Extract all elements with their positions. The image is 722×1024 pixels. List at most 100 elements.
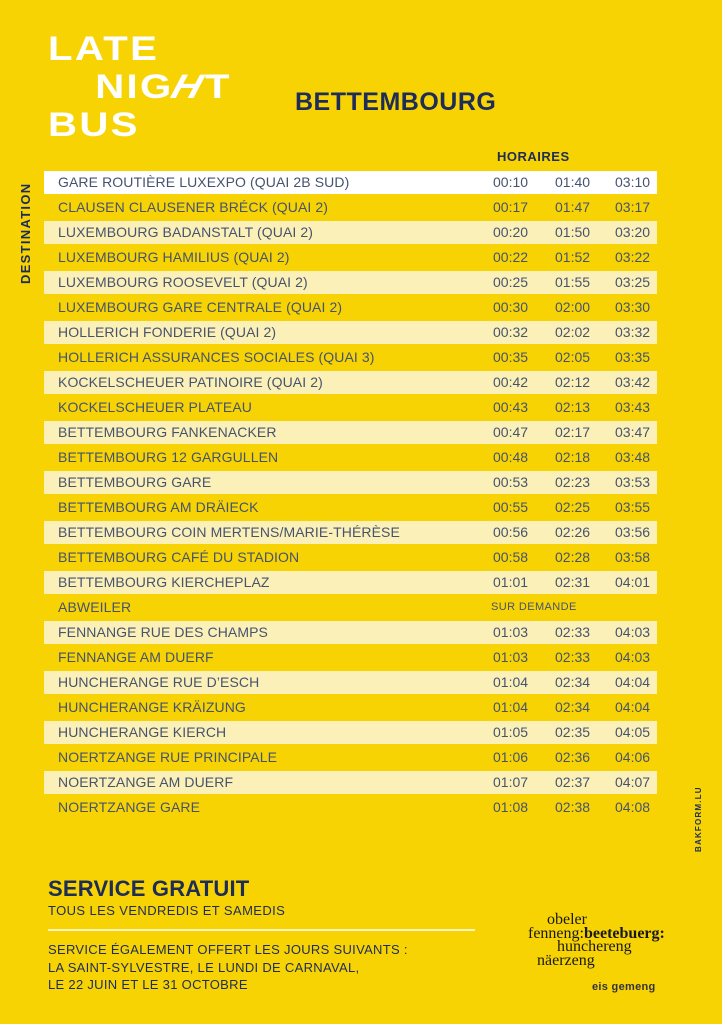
departure-time: 03:53: [615, 474, 651, 490]
commune-beetebuerg: beetebuerg:: [583, 924, 665, 942]
departure-time: 01:03: [493, 649, 529, 665]
destination-name: HOLLERICH ASSURANCES SOCIALES (QUAI 3): [58, 349, 375, 365]
table-row: HUNCHERANGE KIERCH 01:05 02:35 04:05: [44, 721, 657, 746]
departure-time: 00:22: [493, 249, 529, 265]
extra-line-2: LA SAINT-SYLVESTRE, LE LUNDI DE CARNAVAL…: [48, 959, 360, 975]
service-gratuit-title: SERVICE GRATUIT: [48, 876, 250, 901]
departure-time: 00:42: [493, 374, 529, 390]
table-row: NOERTZANGE AM DUERF 01:07 02:37 04:07: [44, 771, 657, 796]
departure-time: 00:32: [493, 324, 529, 340]
departure-time: 02:33: [555, 649, 591, 665]
departure-time: 04:03: [615, 649, 651, 665]
destination-name: KOCKELSCHEUER PATINOIRE (QUAI 2): [58, 374, 323, 390]
departure-time: 02:18: [555, 449, 591, 465]
table-row: BETTEMBOURG COIN MERTENS/MARIE-THÉRÈSE 00…: [44, 521, 657, 546]
departure-time: 01:04: [493, 699, 529, 715]
destination-name: HOLLERICH FONDERIE (QUAI 2): [58, 324, 277, 340]
departure-time: 03:55: [615, 499, 651, 515]
departure-time: 03:47: [615, 424, 651, 440]
logo-night-pre: NIG: [95, 68, 174, 106]
commune-line-fenneng-beetebuerg: fenneng:beetebuerg:: [528, 924, 698, 942]
late-night-bus-logo: LATE NIGHT BUS: [48, 30, 232, 144]
departure-time: 02:31: [555, 574, 591, 590]
extra-line-3: LE 22 JUIN ET LE 31 OCTOBRE: [48, 977, 248, 992]
departure-time: 03:17: [615, 199, 651, 215]
destination-name: LUXEMBOURG BADANSTALT (QUAI 2): [58, 224, 314, 240]
departure-time: 00:20: [493, 224, 529, 240]
destination-name: NOERTZANGE AM DUERF: [58, 774, 234, 790]
departure-time: 00:53: [493, 474, 529, 490]
table-row: HOLLERICH ASSURANCES SOCIALES (QUAI 3) 00…: [44, 346, 657, 371]
credit-vertical: BAKFORM.LU: [694, 786, 703, 852]
departure-time: 02:12: [555, 374, 591, 390]
departure-time: 01:05: [493, 724, 529, 740]
on-demand-note: SUR DEMANDE: [491, 601, 577, 613]
extra-service-note: SERVICE ÉGALEMENT OFFERT LES JOURS SUIVA…: [48, 941, 408, 994]
table-row: KOCKELSCHEUER PLATEAU 00:43 02:13 03:43: [44, 396, 657, 421]
departure-time: 02:34: [555, 699, 591, 715]
destination-name: ABWEILER: [58, 599, 132, 615]
table-row: CLAUSEN CLAUSENER BRÉCK (QUAI 2) 00:17 01:…: [44, 196, 657, 221]
destination-name: HUNCHERANGE KIERCH: [58, 724, 227, 740]
footer-divider: [48, 929, 475, 931]
departure-time: 01:07: [493, 774, 529, 790]
city-title: BETTEMBOURG: [295, 88, 497, 116]
logo-line-late: LATE: [48, 30, 160, 68]
departure-time: 02:35: [555, 724, 591, 740]
departure-time: 00:17: [493, 199, 529, 215]
table-row: BETTEMBOURG CAFÉ DU STADION 00:58 02:28 03:…: [44, 546, 657, 571]
departure-time: 02:34: [555, 674, 591, 690]
departure-time: 03:30: [615, 299, 651, 315]
table-row: BETTEMBOURG AM DRÄIECK 00:55 02:25 03:55: [44, 496, 657, 521]
departure-time: 02:28: [555, 549, 591, 565]
departure-time: 03:56: [615, 524, 651, 540]
departure-time: 01:52: [555, 249, 591, 265]
departure-time: 01:40: [555, 174, 591, 190]
destination-name: BETTEMBOURG FANKENACKER: [58, 424, 277, 440]
table-row: BETTEMBOURG KIERCHEPLAZ 01:01 02:31 04:01: [44, 571, 657, 596]
departure-time: 04:07: [615, 774, 651, 790]
destination-heading: DESTINATION: [18, 182, 33, 284]
departure-time: 00:43: [493, 399, 529, 415]
departure-time: 00:25: [493, 274, 529, 290]
table-row: LUXEMBOURG ROOSEVELT (QUAI 2) 00:25 01:55 0…: [44, 271, 657, 296]
service-days-subtitle: TOUS LES VENDREDIS ET SAMEDIS: [48, 903, 286, 918]
departure-time: 02:33: [555, 624, 591, 640]
table-row: LUXEMBOURG HAMILIUS (QUAI 2) 00:22 01:52 03…: [44, 246, 657, 271]
departure-time: 01:06: [493, 749, 529, 765]
departure-time: 04:01: [615, 574, 651, 590]
timetable: GARE ROUTIÈRE LUXEXPO (QUAI 2B SUD) 00:10…: [44, 171, 657, 821]
logo-line-bus: BUS: [48, 106, 140, 144]
horaires-heading: HORAIRES: [497, 149, 570, 164]
departure-time: 02:25: [555, 499, 591, 515]
extra-line-1: SERVICE ÉGALEMENT OFFERT LES JOURS SUIVA…: [48, 942, 408, 957]
departure-time: 01:08: [493, 799, 529, 815]
departure-time: 03:10: [615, 174, 651, 190]
departure-time: 01:01: [493, 574, 529, 590]
table-row: ABWEILER SUR DEMANDE: [44, 596, 657, 621]
destination-name: NOERTZANGE GARE: [58, 799, 201, 815]
departure-time: 02:17: [555, 424, 591, 440]
destination-name: LUXEMBOURG HAMILIUS (QUAI 2): [58, 249, 290, 265]
destination-name: LUXEMBOURG ROOSEVELT (QUAI 2): [58, 274, 308, 290]
destination-name: FENNANGE AM DUERF: [58, 649, 214, 665]
table-row: FENNANGE AM DUERF 01:03 02:33 04:03: [44, 646, 657, 671]
destination-name: HUNCHERANGE RUE D’ESCH: [58, 674, 260, 690]
destination-name: BETTEMBOURG AM DRÄIECK: [58, 499, 259, 515]
commune-wordmark: obeler fenneng:beetebuerg: hunchereng nä…: [528, 912, 698, 968]
destination-name: CLAUSEN CLAUSENER BRÉCK (QUAI 2): [58, 199, 329, 215]
table-row: GARE ROUTIÈRE LUXEXPO (QUAI 2B SUD) 00:10…: [44, 171, 657, 196]
departure-time: 02:13: [555, 399, 591, 415]
departure-time: 03:43: [615, 399, 651, 415]
destination-name: BETTEMBOURG COIN MERTENS/MARIE-THÉRÈSE: [58, 524, 400, 540]
table-row: LUXEMBOURG GARE CENTRALE (QUAI 2) 00:30 02…: [44, 296, 657, 321]
table-row: BETTEMBOURG GARE 00:53 02:23 03:53: [44, 471, 657, 496]
departure-time: 04:04: [615, 674, 651, 690]
departure-time: 02:26: [555, 524, 591, 540]
logo-line-night: NIGHT: [95, 68, 232, 106]
departure-time: 00:58: [493, 549, 529, 565]
departure-time: 03:32: [615, 324, 651, 340]
departure-time: 00:48: [493, 449, 529, 465]
departure-time: 04:05: [615, 724, 651, 740]
departure-time: 02:38: [555, 799, 591, 815]
